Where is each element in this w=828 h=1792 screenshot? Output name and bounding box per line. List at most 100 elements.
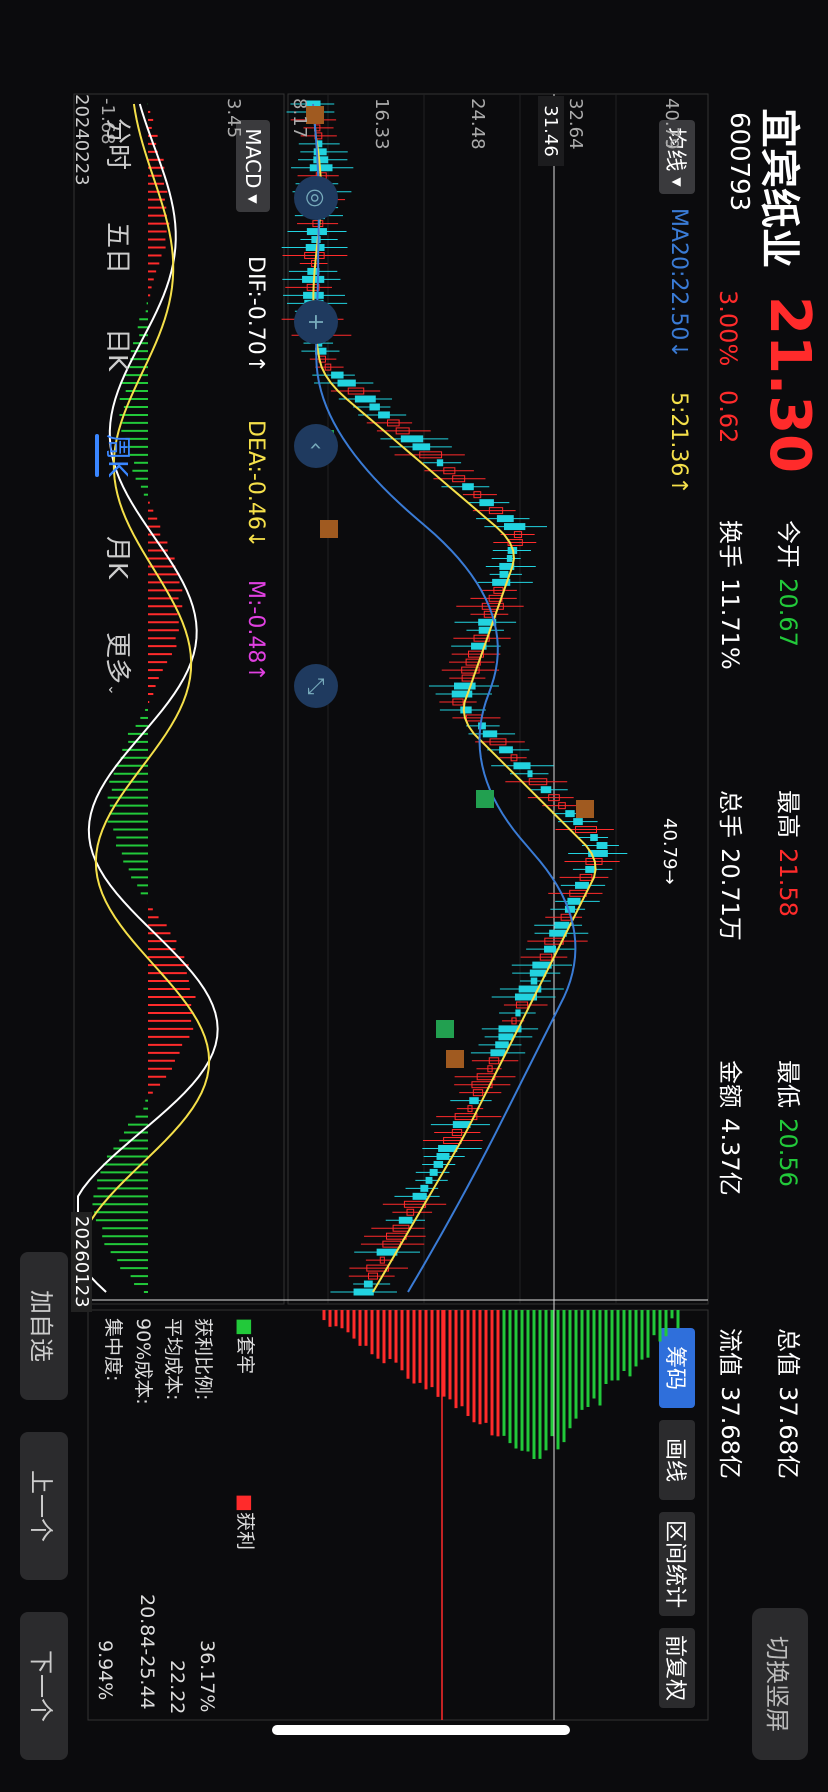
candle-body <box>305 244 325 251</box>
candle-body <box>567 897 581 905</box>
candle-body <box>471 642 487 650</box>
candle-body <box>473 634 490 642</box>
candle-body <box>527 770 533 778</box>
candle-body <box>429 1168 438 1176</box>
candle-body <box>473 491 482 499</box>
candle-body <box>518 985 542 993</box>
candle-body <box>515 1009 521 1017</box>
td-marker <box>576 800 594 818</box>
add-watchlist-button[interactable]: 加自选 <box>20 1252 68 1400</box>
date-end: 20260123 <box>71 1212 92 1312</box>
tab-intraday[interactable]: 分时 <box>102 118 132 171</box>
candle-body <box>392 1224 410 1232</box>
candle-body <box>596 842 608 849</box>
candle-body <box>406 1208 415 1216</box>
candle-body <box>575 881 589 889</box>
price-axis-label: 40.79 <box>661 98 682 150</box>
tab-five-day[interactable]: 五日 <box>102 222 132 275</box>
chip-label: 90%成本: <box>132 1318 154 1405</box>
ma-lines-group <box>312 103 597 1293</box>
candle-body <box>395 427 410 435</box>
candle-body <box>499 570 509 578</box>
chevron-down-icon: ⌄ <box>105 684 121 696</box>
candle-body <box>513 762 531 770</box>
tab-daily-k[interactable]: 日K <box>102 328 132 372</box>
candle-body <box>487 1065 493 1073</box>
candle-body <box>530 977 538 985</box>
tab-monthly-k[interactable]: 月K <box>102 536 132 580</box>
candle-body <box>496 515 514 523</box>
chip-value: 22.22 <box>166 1660 188 1715</box>
tab-weekly-k[interactable]: 周K <box>101 434 138 477</box>
macd-bars-group <box>92 102 196 1294</box>
candle-body <box>337 379 356 387</box>
candle-body <box>506 554 513 562</box>
previous-button[interactable]: 上一个 <box>20 1432 68 1580</box>
candle-body <box>412 443 431 451</box>
candle-body <box>498 1025 522 1033</box>
candle-body <box>378 411 390 419</box>
crosshair-price-label: 31.46 <box>538 96 564 166</box>
candles-group <box>281 100 628 1296</box>
ma20-line <box>312 103 577 1293</box>
candle-body <box>549 929 567 937</box>
candle-body <box>304 251 325 259</box>
candle-body <box>499 562 515 570</box>
candle-body <box>379 1256 385 1264</box>
candle-body <box>468 650 484 658</box>
candle-body <box>489 738 507 746</box>
chip-value: 20.84-25.44 <box>136 1594 158 1710</box>
tab-more[interactable]: 更多⌄ <box>102 632 132 696</box>
macd-axis-top: 3.45 <box>223 98 244 139</box>
zoom-in-icon[interactable]: ◎ <box>294 176 338 220</box>
candle-body <box>467 1105 473 1113</box>
candle-body <box>558 802 566 810</box>
home-indicator <box>272 1725 570 1735</box>
macd-dif: DIF:-0.70↑ <box>243 256 268 374</box>
candle-body <box>471 1081 493 1089</box>
candle-body <box>481 602 504 610</box>
candle-body <box>436 459 444 467</box>
chip-label: 集中度: <box>102 1318 124 1382</box>
candle-body <box>461 666 480 674</box>
candle-body <box>436 1152 450 1160</box>
chip-label: 获利比例: <box>192 1318 214 1401</box>
max-price-marker: 40.79→ <box>659 818 680 885</box>
candle-body <box>488 1057 500 1065</box>
arrow-left-icon[interactable]: ‹ <box>294 424 338 468</box>
dif-line <box>77 103 219 1293</box>
main-chart-border <box>287 93 709 1305</box>
dea-line <box>76 103 211 1293</box>
macd-lines-group <box>76 103 219 1293</box>
plus-icon[interactable]: + <box>294 300 338 344</box>
chevron-down-icon: ▼ <box>246 194 260 204</box>
candle-body <box>515 1001 529 1009</box>
candle-body <box>353 1288 374 1296</box>
candle-body <box>433 1160 444 1168</box>
candle-body <box>588 849 608 857</box>
candle-body <box>367 1272 379 1280</box>
candle-body <box>554 921 570 929</box>
td-marker <box>436 1020 454 1038</box>
candle-body <box>400 435 424 443</box>
td-marker <box>446 1050 464 1068</box>
chip-label: 平均成本: <box>162 1318 184 1401</box>
next-button[interactable]: 下一个 <box>20 1612 68 1760</box>
candle-body <box>479 499 494 507</box>
candle-body <box>465 658 481 666</box>
candle-body <box>452 1121 471 1129</box>
collapse-icon[interactable]: ⤡ <box>294 664 338 708</box>
macd-m: M:-0.48↑ <box>243 580 268 682</box>
candle-body <box>529 969 547 977</box>
candle-body <box>573 818 583 826</box>
ma5-line <box>312 103 597 1293</box>
candle-body <box>324 363 332 371</box>
candle-body <box>507 539 523 547</box>
candle-body <box>548 794 560 802</box>
candle-body <box>544 937 564 945</box>
candle-body <box>469 1097 479 1105</box>
candle-body <box>420 1184 429 1192</box>
td-marker <box>306 106 324 124</box>
candle-body <box>565 810 575 818</box>
